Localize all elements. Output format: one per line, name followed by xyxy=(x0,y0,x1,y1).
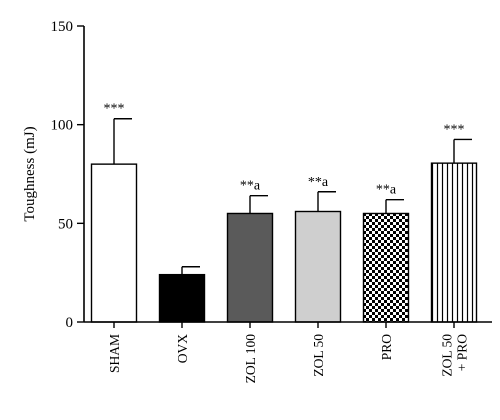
significance-label-4: **a xyxy=(376,183,397,198)
bars: *** **a **a **a *** xyxy=(90,102,478,323)
bar-5 xyxy=(430,162,478,323)
significance-label-2: **a xyxy=(240,179,261,194)
significance-label-0: *** xyxy=(104,102,125,117)
x-tick-label-5: ZOL 50 + PRO xyxy=(440,334,470,377)
significance-label-3: **a xyxy=(308,175,329,190)
y-tick-label-0: 0 xyxy=(66,315,74,331)
bar-0 xyxy=(90,163,138,323)
x-tick-label-line: ZOL 50 xyxy=(311,334,326,377)
x-tick-label-line: PRO xyxy=(379,334,394,361)
x-tick-label-line: OVX xyxy=(175,334,190,363)
y-axis-label: Toughness (mJ) xyxy=(22,126,38,221)
x-axis: SHAM OVX ZOL 100 ZOL 50 PRO ZOL 50 + PRO xyxy=(84,321,492,384)
bar-4 xyxy=(362,212,410,323)
error-bar-0 xyxy=(113,118,132,165)
error-bar-1 xyxy=(181,266,200,275)
error-bar-2 xyxy=(249,195,268,214)
x-tick-label-0: SHAM xyxy=(107,334,122,373)
error-bar-5 xyxy=(453,138,472,164)
x-tick-label-line: + PRO xyxy=(455,334,470,372)
y-tick-label-150: 150 xyxy=(51,19,74,35)
y-tick-label-100: 100 xyxy=(51,118,74,134)
bar-3 xyxy=(294,210,342,323)
y-tick-label-50: 50 xyxy=(58,216,73,232)
error-bar-4 xyxy=(385,198,404,214)
x-tick-label-2: ZOL 100 xyxy=(243,334,258,384)
x-tick-label-line: ZOL 50 xyxy=(440,334,455,377)
error-bar-3 xyxy=(317,191,336,212)
x-tick-label-line: ZOL 100 xyxy=(243,334,258,384)
bar-1 xyxy=(158,273,206,323)
bar-2 xyxy=(226,212,274,323)
x-tick-label-4: PRO xyxy=(379,334,394,361)
significance-label-5: *** xyxy=(444,122,465,137)
y-axis: 0 50 100 150 xyxy=(51,19,85,331)
x-tick-label-3: ZOL 50 xyxy=(311,334,326,377)
x-tick-label-line: SHAM xyxy=(107,334,122,373)
x-tick-label-1: OVX xyxy=(175,334,190,363)
